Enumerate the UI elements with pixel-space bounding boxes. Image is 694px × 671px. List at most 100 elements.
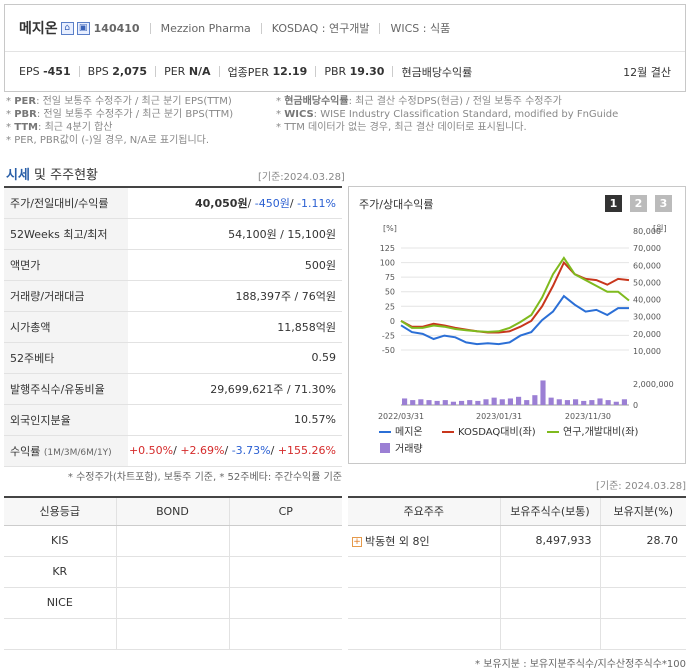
volume-bar (475, 400, 481, 405)
right-tick-label: 20,000 (633, 330, 661, 339)
column-header: BOND (115, 497, 229, 526)
row-label: 수익률 (1M/3M/6M/1Y) (4, 435, 128, 467)
chart-page-1-button[interactable]: 1 (605, 195, 622, 212)
left-tick-label: -25 (382, 331, 395, 340)
current-price: 40,050원 (195, 196, 248, 210)
returns-periods: (1M/3M/6M/1Y) (43, 447, 112, 458)
volume-bar (491, 397, 497, 405)
right-tick-label: 40,000 (633, 296, 661, 305)
divider (218, 66, 220, 77)
pbr-label: PBR (324, 65, 347, 78)
row-label: 외국인지분율 (4, 404, 128, 436)
column-header: 보유지분(%) (599, 497, 686, 526)
volume-bar (467, 400, 473, 405)
column-header: 신용등급 (4, 497, 116, 526)
right-tick-label: 80,000 (633, 227, 661, 236)
divider (260, 22, 262, 34)
notes-left: * PER: 전일 보통주 수정주가 / 최근 분기 EPS(TTM) * PB… (6, 95, 233, 147)
left-tick-label: 100 (380, 259, 395, 268)
volume-bar (418, 399, 424, 405)
note-text: : 전일 보통주 수정주가 / 최근 분기 BPS(TTM) (36, 109, 234, 120)
left-tick-label: 0 (390, 317, 395, 326)
volume-bar (613, 401, 619, 405)
row-label: 주가/전일대비/수익률 (4, 187, 128, 219)
return-6m: -3.73% (231, 444, 271, 457)
volume-bar (516, 396, 522, 405)
x-tick-label: 2023/11/30 (565, 412, 611, 421)
table-row (348, 556, 686, 588)
row-label: 52주베타 (4, 342, 128, 374)
row-label: 거래량/거래대금 (4, 280, 128, 312)
bps-label: BPS (87, 65, 109, 78)
shareholders-table: 주요주주 보유주식수(보통) 보유지분(%) + 박동현 외 8인 8,497,9… (348, 496, 686, 650)
divider (149, 22, 151, 34)
base-date-2: [기준: 2024.03.28] (596, 481, 687, 492)
note-line: * 현금배당수익률: 최근 결산 수정DPS(현금) / 전일 보통주 수정주가 (276, 96, 562, 107)
volume-bar (532, 395, 538, 405)
chart-page-3-button[interactable]: 3 (655, 195, 672, 212)
table-row: 발행주식수/유동비율 29,699,621주 / 71.30% (4, 373, 342, 405)
note-text: : 최근 4분기 합산 (38, 122, 113, 133)
table-row: 주가/전일대비/수익률 40,050원/ -450원/ -1.11% (4, 187, 342, 219)
note-key: 현금배당수익률 (284, 96, 349, 107)
company-title-row: 메지온 ⌂ ▣ 140410 Mezzion Pharma KOSDAQ : 연… (5, 5, 685, 51)
table-row (348, 618, 686, 650)
row-label: 발행주식수/유동비율 (4, 373, 128, 405)
market-summary-table: 주가/전일대비/수익률 40,050원/ -450원/ -1.11% 52Wee… (4, 186, 342, 467)
credit-rating-table: 신용등급 BOND CP KIS KR NICE (4, 496, 342, 650)
empty-cell (348, 587, 500, 619)
note-key: PBR (14, 109, 37, 120)
table-row: + 박동현 외 8인 8,497,933 28.70 (348, 525, 686, 557)
volume-bar (573, 399, 579, 405)
return-1m: +0.50% (128, 444, 174, 457)
empty-cell (599, 556, 686, 588)
volume-bar (450, 401, 456, 405)
table-header-row: 주요주주 보유주식수(보통) 보유지분(%) (348, 497, 686, 526)
table-row: KIS (4, 525, 342, 557)
left-tick-label: 125 (380, 244, 395, 253)
row-value: 10.57% (128, 404, 342, 436)
home-icon[interactable]: ⌂ (60, 21, 74, 35)
note-line: * PER, PBR값이 (-)일 경우, N/A로 표기됩니다. (6, 135, 210, 146)
row-value: 188,397주 / 76억원 (128, 280, 342, 312)
table-row: 액면가 500원 (4, 249, 342, 281)
legend-label: 거래량 (395, 443, 423, 455)
base-date: [기준:2024.03.28] (258, 172, 345, 183)
volume-tick-label: 2,000,000 (633, 380, 674, 389)
empty-cell (499, 618, 600, 650)
expand-plus-icon[interactable]: + (352, 536, 362, 547)
return-1y: +155.26% (277, 444, 336, 457)
right-tick-label: 70,000 (633, 244, 661, 253)
legend-label: KOSDAQ대비(좌) (458, 426, 536, 438)
volume-bar (442, 400, 448, 405)
holder-name-cell: + 박동현 외 8인 (348, 525, 500, 557)
row-value: 54,100원 / 15,100원 (128, 218, 342, 250)
note-line: * TTM: 최근 4분기 합산 (6, 122, 113, 133)
holder-shares: 8,497,933 (499, 525, 600, 557)
volume-bar (556, 399, 562, 405)
volume-bar (507, 398, 513, 405)
per-label: PER (164, 65, 186, 78)
table-row: 외국인지분율 10.57% (4, 404, 342, 436)
chart-panel: 주가/상대수익률 1 2 3 [%] [원] 125 100 75 50 25 0 -25 -50… (348, 186, 686, 464)
chart-page-2-button[interactable]: 2 (630, 195, 647, 212)
table-row: 거래량/거래대금 188,397주 / 76억원 (4, 280, 342, 312)
row-label: 52Weeks 최고/최저 (4, 218, 128, 250)
empty-cell (348, 618, 500, 650)
agency-name (4, 618, 116, 650)
table-row (348, 587, 686, 619)
divider (155, 66, 157, 77)
building-icon[interactable]: ▣ (76, 21, 90, 35)
table-row: 수익률 (1M/3M/6M/1Y) +0.50%/ +2.69%/ -3.73%… (4, 435, 342, 467)
wics-sector: WICS : 식품 (390, 22, 451, 35)
cp-cell (228, 587, 342, 619)
volume-bar (499, 399, 505, 405)
volume-bar (589, 400, 595, 405)
summary-note: * 수정주가(차트포함), 보통주 기준, * 52주베타: 주간수익률 기준 (67, 472, 342, 483)
note-text: TTM 데이터가 없는 경우, 최근 결산 데이터로 표시됩니다. (284, 122, 527, 133)
left-tick-label: 50 (385, 288, 395, 297)
key-metrics-row: EPS -451 BPS 2,075 PER N/A 업종PER 12.19 P… (5, 51, 685, 91)
note-text: : 최근 결산 수정DPS(현금) / 전일 보통주 수정주가 (348, 96, 562, 107)
right-axis-unit: [원] (653, 224, 667, 233)
volume-bar (410, 400, 416, 405)
